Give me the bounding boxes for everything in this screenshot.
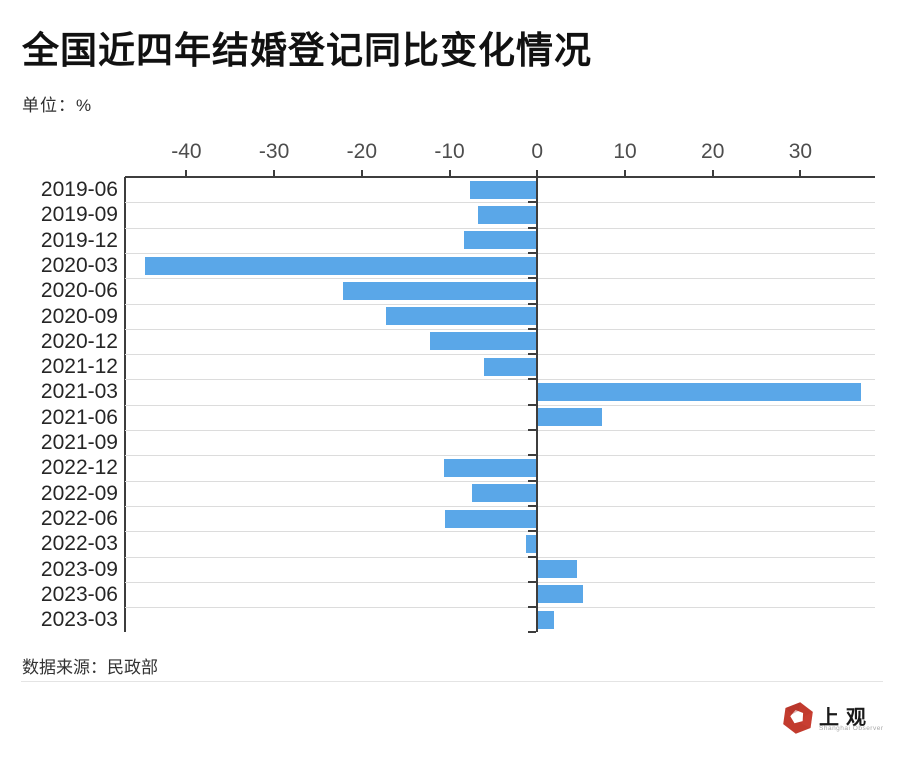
category-tick-mark bbox=[528, 302, 537, 305]
category-label: 2023-09 bbox=[40, 557, 118, 581]
x-tick-label: 10 bbox=[613, 140, 637, 163]
category-tick-mark bbox=[528, 403, 537, 406]
category-tick-mark bbox=[528, 201, 537, 204]
gridline bbox=[125, 430, 875, 431]
logo-cn-text: 上观 bbox=[819, 705, 873, 729]
x-tick-mark bbox=[185, 170, 188, 177]
bar-2023-06 bbox=[537, 585, 583, 604]
logo-en-text: Shanghai Observer bbox=[819, 725, 884, 732]
category-tick-mark bbox=[528, 277, 537, 280]
category-label: 2019-12 bbox=[40, 228, 118, 252]
bar-2019-12 bbox=[463, 231, 538, 250]
gridline bbox=[125, 328, 875, 330]
category-label: 2021-03 bbox=[40, 380, 118, 404]
x-tick-label: 20 bbox=[701, 140, 725, 163]
gridline bbox=[125, 455, 875, 457]
x-axis-line bbox=[125, 176, 875, 178]
x-tick-mark bbox=[273, 170, 276, 177]
category-label: 2021-09 bbox=[40, 431, 118, 454]
gridline bbox=[125, 531, 875, 533]
x-tick-label: -40 bbox=[171, 140, 202, 163]
x-tick-mark bbox=[799, 170, 802, 177]
category-tick-mark bbox=[528, 479, 537, 482]
bar-2021-03 bbox=[537, 383, 861, 402]
source-note: 数据来源：民政部 bbox=[22, 658, 158, 677]
gridline bbox=[125, 556, 875, 558]
gridline bbox=[125, 303, 875, 305]
x-tick-label: -30 bbox=[258, 140, 290, 163]
category-label: 2019-06 bbox=[40, 178, 118, 201]
category-tick-mark bbox=[528, 530, 537, 533]
gridline bbox=[125, 404, 875, 406]
x-tick-label: -20 bbox=[346, 140, 378, 163]
x-tick-mark bbox=[711, 170, 714, 177]
shanghai-observer-logo: 上观 Shanghai Observer bbox=[783, 699, 893, 741]
category-tick-mark bbox=[528, 555, 537, 558]
gridline bbox=[125, 581, 875, 583]
bar-2020-06 bbox=[343, 281, 538, 300]
gridline bbox=[125, 607, 875, 609]
bar-2020-09 bbox=[385, 307, 538, 326]
unit-label: 单位：% bbox=[22, 96, 93, 115]
category-label: 2020-09 bbox=[40, 304, 118, 328]
bar-2021-12 bbox=[483, 357, 538, 376]
bar-2019-06 bbox=[469, 180, 538, 199]
gridline bbox=[125, 480, 875, 482]
bar-2021-06 bbox=[537, 408, 603, 427]
category-label: 2020-12 bbox=[40, 329, 118, 353]
bar-2022-03 bbox=[525, 534, 538, 553]
category-tick-mark bbox=[528, 606, 537, 609]
category-label: 2022-12 bbox=[40, 456, 118, 480]
x-tick-label: 30 bbox=[788, 140, 813, 163]
gridline bbox=[125, 202, 875, 204]
x-tick-mark bbox=[448, 170, 451, 177]
zero-baseline bbox=[536, 177, 539, 633]
bar-2019-09 bbox=[477, 205, 538, 224]
bar-2022-09 bbox=[472, 484, 538, 503]
gridline bbox=[125, 354, 875, 356]
category-label: 2023-03 bbox=[40, 608, 118, 632]
category-label: 2022-03 bbox=[40, 532, 118, 556]
gridline bbox=[125, 278, 875, 280]
category-label: 2021-12 bbox=[40, 355, 118, 379]
category-label: 2023-06 bbox=[40, 582, 118, 606]
category-label: 2022-06 bbox=[40, 506, 118, 530]
category-tick-mark bbox=[528, 454, 537, 457]
category-tick-mark bbox=[528, 631, 537, 634]
bar-2022-06 bbox=[445, 509, 538, 528]
bar-2023-09 bbox=[537, 560, 577, 579]
bar-2020-12 bbox=[430, 332, 538, 351]
x-tick-mark bbox=[536, 170, 539, 177]
category-tick-mark bbox=[528, 580, 537, 583]
gridline bbox=[125, 252, 875, 254]
gridline bbox=[125, 505, 875, 507]
category-label: 2021-06 bbox=[40, 405, 118, 429]
gridline bbox=[125, 379, 875, 381]
category-tick-mark bbox=[528, 251, 537, 254]
category-tick-mark bbox=[528, 353, 537, 356]
category-tick-mark bbox=[528, 504, 537, 507]
category-label: 2020-03 bbox=[40, 253, 118, 277]
x-tick-mark bbox=[624, 170, 626, 177]
category-tick-mark bbox=[528, 176, 537, 178]
bar-2022-12 bbox=[444, 458, 538, 477]
category-label: 2022-09 bbox=[40, 481, 118, 505]
gridline bbox=[125, 227, 875, 229]
x-tick-label: -10 bbox=[434, 140, 465, 163]
bar-2020-03 bbox=[145, 256, 538, 275]
bar-2023-03 bbox=[537, 610, 554, 629]
x-tick-label: 0 bbox=[531, 140, 544, 163]
x-tick-mark bbox=[360, 170, 363, 177]
page-title: 全国近四年结婚登记同比变化情况 bbox=[22, 30, 592, 71]
category-label: 2020-06 bbox=[40, 279, 118, 303]
footer-divider bbox=[21, 681, 883, 682]
category-tick-mark bbox=[528, 327, 537, 330]
category-tick-mark bbox=[528, 226, 537, 229]
category-tick-mark bbox=[528, 429, 537, 431]
category-label: 2019-09 bbox=[40, 203, 118, 227]
logo-rose-icon bbox=[783, 702, 813, 734]
category-tick-mark bbox=[528, 378, 537, 381]
